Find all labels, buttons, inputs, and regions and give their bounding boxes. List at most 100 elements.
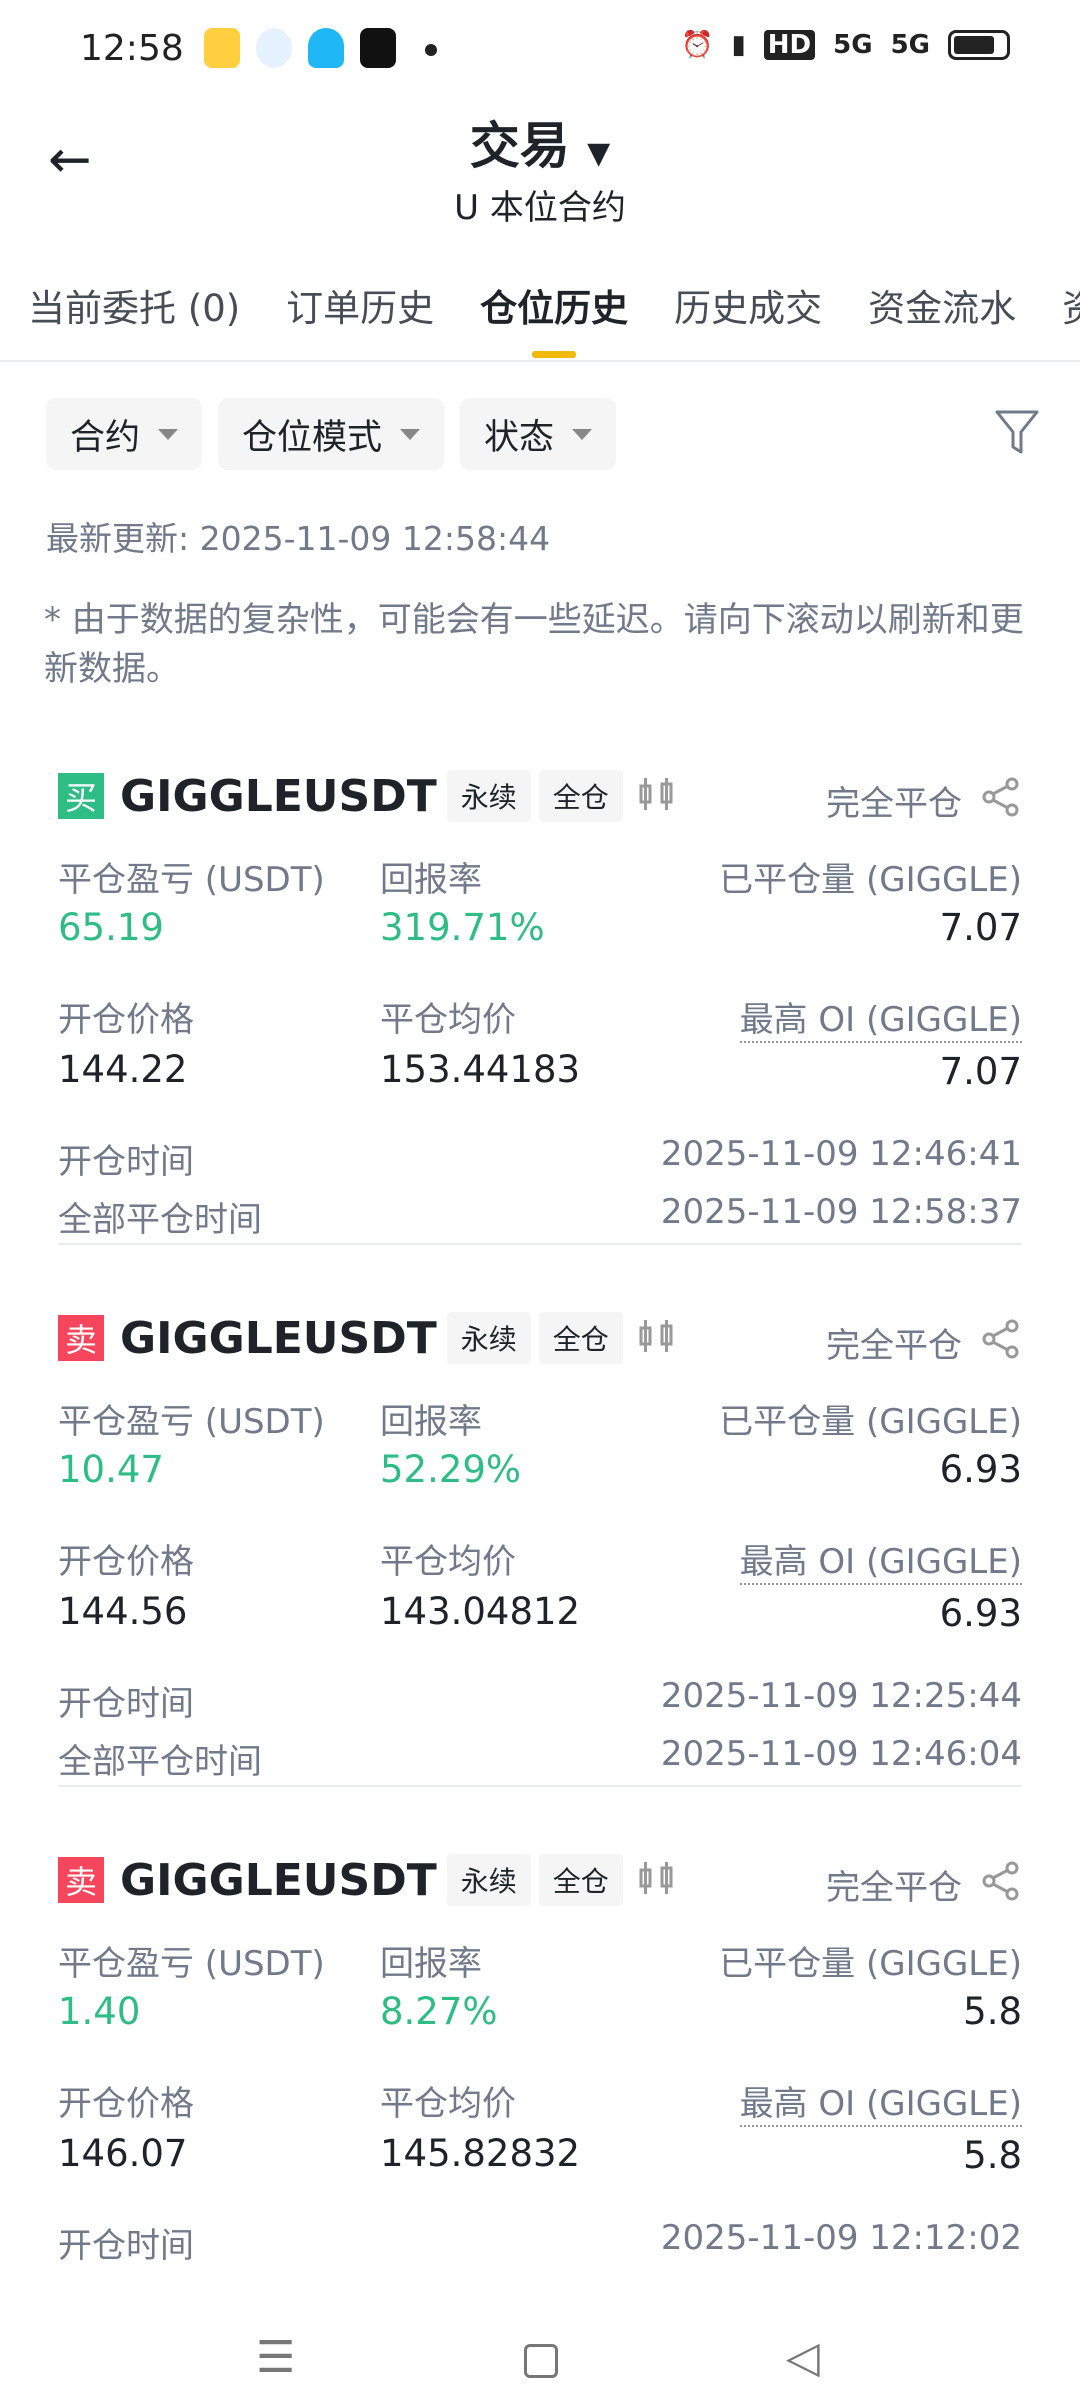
divider <box>58 1785 1022 1787</box>
qq-icon <box>308 28 344 68</box>
chip-label: 状态 <box>484 417 555 458</box>
contract-type-tag: 永续 <box>446 770 531 822</box>
status-text: 完全平仓 <box>826 1868 962 1908</box>
caret-down-icon <box>158 428 179 440</box>
pnl-label: 平仓盈亏 (USDT) <box>58 1944 325 1984</box>
side-badge: 卖 <box>58 1315 104 1361</box>
qq-browser-icon <box>256 28 292 68</box>
max-oi-label[interactable]: 最高 OI (GIGGLE) <box>739 992 1022 1043</box>
open-time-label: 开仓时间 <box>58 1684 194 1724</box>
last-update: 最新更新: 2025-11-09 12:58:44 <box>46 519 551 558</box>
tab-order-history[interactable]: 订单历史 <box>286 287 435 330</box>
position-card: 买 GIGGLEUSDT 永续 全仓 完全平仓 平仓盈亏 (USDT) 回报率 … <box>58 766 1022 1308</box>
symbol[interactable]: GIGGLEUSDT <box>120 770 437 822</box>
caret-down-icon <box>400 428 421 440</box>
avg-close-value: 143.04812 <box>380 1590 581 1633</box>
candlestick-chart-icon[interactable] <box>637 774 677 818</box>
status-bar: 12:58 ⏰ ▮ HD 5G 5G <box>0 0 1080 100</box>
close-time-label: 全部平仓时间 <box>58 1742 262 1782</box>
contract-type-tag: 永续 <box>446 1854 531 1906</box>
filter-icon[interactable] <box>994 408 1040 462</box>
open-time-value: 2025-11-09 12:12:02 <box>660 2218 1022 2258</box>
avg-close-value: 153.44183 <box>380 1048 581 1091</box>
divider <box>0 360 1080 362</box>
system-nav-bar: ☰ ◁ <box>0 2312 1080 2408</box>
share-icon[interactable] <box>980 1860 1022 1906</box>
max-oi-value: 5.8 <box>963 2134 1022 2177</box>
open-time-label: 开仓时间 <box>58 2226 194 2266</box>
page-title[interactable]: 交易 ▼ <box>469 117 611 175</box>
avg-close-label: 平仓均价 <box>380 2084 516 2124</box>
tab-trade-history[interactable]: 历史成交 <box>674 287 823 330</box>
tab-position-history[interactable]: 仓位历史 <box>480 278 628 358</box>
clock: 12:58 <box>80 28 184 69</box>
max-oi-label[interactable]: 最高 OI (GIGGLE) <box>739 2076 1022 2127</box>
page-subtitle: U 本位合约 <box>454 188 626 228</box>
pnl-value: 65.19 <box>58 906 164 949</box>
douyin-icon <box>360 28 396 68</box>
battery-icon <box>948 30 1010 60</box>
share-icon[interactable] <box>980 776 1022 822</box>
margin-mode-tag: 全仓 <box>538 770 623 822</box>
close-time-value: 2025-11-09 12:46:04 <box>660 1734 1022 1774</box>
closed-qty-value: 7.07 <box>939 906 1022 949</box>
closed-qty-label: 已平仓量 (GIGGLE) <box>719 860 1022 900</box>
symbol[interactable]: GIGGLEUSDT <box>120 1854 437 1906</box>
pnl-label: 平仓盈亏 (USDT) <box>58 1402 325 1442</box>
caret-down-icon <box>572 428 593 440</box>
margin-mode-tag: 全仓 <box>538 1312 623 1364</box>
delay-note: * 由于数据的复杂性，可能会有一些延迟。请向下滚动以刷新和更新数据。 <box>44 600 1024 689</box>
hd-icon: HD <box>763 30 816 60</box>
max-oi-value: 7.07 <box>939 1050 1022 1093</box>
max-oi-value: 6.93 <box>939 1592 1022 1635</box>
vibrate-icon: ▮ <box>731 30 746 60</box>
filter-status[interactable]: 状态 <box>460 398 617 470</box>
open-time-value: 2025-11-09 12:25:44 <box>660 1676 1022 1716</box>
entry-price-value: 146.07 <box>58 2132 188 2175</box>
entry-price-label: 开仓价格 <box>58 1542 194 1582</box>
entry-price-value: 144.22 <box>58 1048 188 1091</box>
filter-contract[interactable]: 合约 <box>46 398 203 470</box>
closed-qty-label: 已平仓量 (GIGGLE) <box>719 1402 1022 1442</box>
share-icon[interactable] <box>980 1318 1022 1364</box>
open-time-value: 2025-11-09 12:46:41 <box>660 1134 1022 1174</box>
alarm-icon: ⏰ <box>681 30 714 60</box>
avg-close-label: 平仓均价 <box>380 1542 516 1582</box>
pnl-value: 10.47 <box>58 1448 164 1491</box>
tab-transaction-history[interactable]: 资金流水 <box>868 287 1017 330</box>
pnl-value: 1.40 <box>58 1990 141 2033</box>
dot-icon <box>425 44 437 56</box>
entry-price-label: 开仓价格 <box>58 1000 194 1040</box>
divider <box>58 1243 1022 1245</box>
side-badge: 卖 <box>58 1857 104 1903</box>
max-oi-label[interactable]: 最高 OI (GIGGLE) <box>739 1534 1022 1585</box>
entry-price-label: 开仓价格 <box>58 2084 194 2124</box>
candlestick-chart-icon[interactable] <box>637 1316 677 1360</box>
roi-value: 8.27% <box>380 1990 498 2033</box>
close-time-value: 2025-11-09 12:58:37 <box>660 1192 1022 1232</box>
roi-value: 52.29% <box>380 1448 522 1491</box>
roi-label: 回报率 <box>380 1944 482 1984</box>
filter-position-mode[interactable]: 仓位模式 <box>218 398 445 470</box>
position-card: 卖 GIGGLEUSDT 永续 全仓 完全平仓 平仓盈亏 (USDT) 回报率 … <box>58 1308 1022 1850</box>
avg-close-value: 145.82832 <box>380 2132 581 2175</box>
back-icon[interactable]: ◁ <box>786 2332 820 2383</box>
roi-label: 回报率 <box>380 860 482 900</box>
roi-label: 回报率 <box>380 1402 482 1442</box>
back-arrow-icon[interactable]: ← <box>48 130 92 190</box>
roi-value: 319.71% <box>380 906 545 949</box>
closed-qty-label: 已平仓量 (GIGGLE) <box>719 1944 1022 1984</box>
candlestick-chart-icon[interactable] <box>637 1858 677 1902</box>
5g-signal-icon: 5G <box>833 30 873 60</box>
tab-assets[interactable]: 资 <box>1062 278 1080 332</box>
5g-signal-icon: 5G <box>890 30 930 60</box>
tab-open-orders[interactable]: 当前委托 (0) <box>28 287 241 330</box>
avg-close-label: 平仓均价 <box>380 1000 516 1040</box>
home-icon[interactable] <box>524 2344 558 2378</box>
symbol[interactable]: GIGGLEUSDT <box>120 1312 437 1364</box>
entry-price-value: 144.56 <box>58 1590 188 1633</box>
chip-label: 合约 <box>70 417 141 458</box>
menu-icon[interactable]: ☰ <box>256 2332 296 2383</box>
position-card: 卖 GIGGLEUSDT 永续 全仓 完全平仓 平仓盈亏 (USDT) 回报率 … <box>58 1850 1022 2392</box>
side-badge: 买 <box>58 773 104 819</box>
